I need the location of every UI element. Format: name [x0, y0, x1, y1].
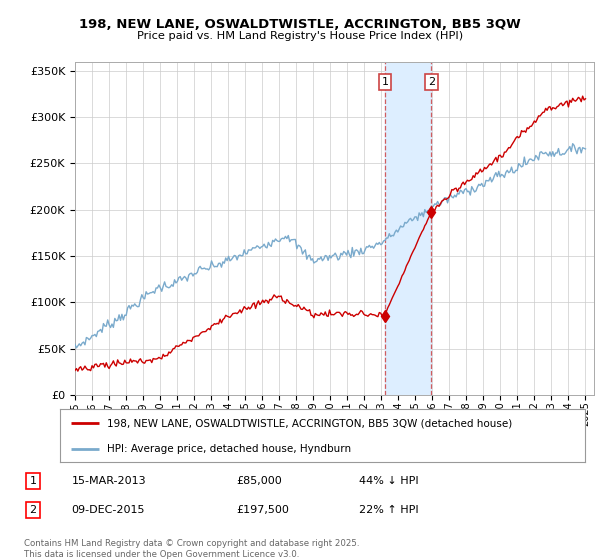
Text: 2: 2 [428, 77, 435, 87]
Text: 1: 1 [382, 77, 388, 87]
Text: 2: 2 [29, 505, 37, 515]
Text: 22% ↑ HPI: 22% ↑ HPI [359, 505, 418, 515]
Text: 198, NEW LANE, OSWALDTWISTLE, ACCRINGTON, BB5 3QW: 198, NEW LANE, OSWALDTWISTLE, ACCRINGTON… [79, 18, 521, 31]
Text: Price paid vs. HM Land Registry's House Price Index (HPI): Price paid vs. HM Land Registry's House … [137, 31, 463, 41]
Text: 198, NEW LANE, OSWALDTWISTLE, ACCRINGTON, BB5 3QW (detached house): 198, NEW LANE, OSWALDTWISTLE, ACCRINGTON… [107, 418, 512, 428]
Text: HPI: Average price, detached house, Hyndburn: HPI: Average price, detached house, Hynd… [107, 444, 352, 454]
Text: £85,000: £85,000 [236, 476, 282, 486]
Text: 1: 1 [29, 476, 37, 486]
Bar [385, 62, 431, 395]
Text: 15-MAR-2013: 15-MAR-2013 [71, 476, 146, 486]
Text: £197,500: £197,500 [236, 505, 289, 515]
Text: 44% ↓ HPI: 44% ↓ HPI [359, 476, 418, 486]
Text: 09-DEC-2015: 09-DEC-2015 [71, 505, 145, 515]
Text: Contains HM Land Registry data © Crown copyright and database right 2025.
This d: Contains HM Land Registry data © Crown c… [24, 539, 359, 559]
